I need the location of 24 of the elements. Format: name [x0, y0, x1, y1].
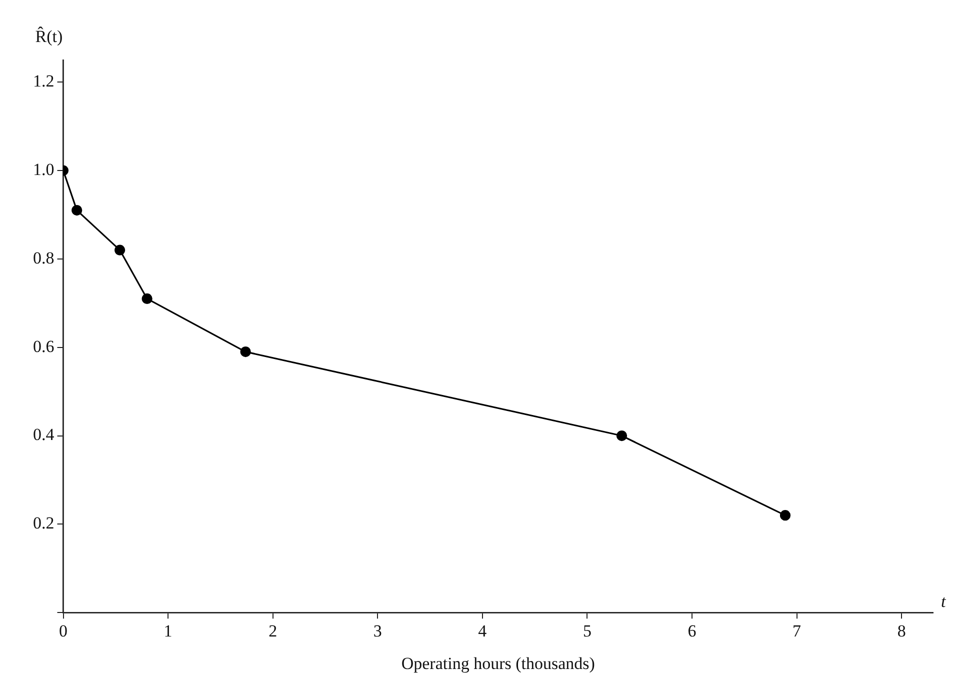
x-tick-label: 6	[688, 621, 696, 640]
point	[142, 293, 152, 304]
y-tick-label: 1.2	[33, 72, 54, 91]
x-axis-title: Operating hours (thousands)	[401, 654, 595, 673]
y-tick-label: 0.8	[33, 248, 54, 268]
y-tick-label: 0.4	[33, 425, 55, 444]
point	[780, 510, 791, 521]
point	[72, 205, 82, 216]
y-tick-label: 0.2	[33, 514, 54, 533]
x-tick-label: 8	[897, 621, 906, 640]
point	[616, 430, 628, 442]
y-tick-label: 1.0	[33, 160, 54, 179]
x-tick-label: 0	[59, 621, 68, 640]
text: t	[941, 592, 947, 612]
x-tick-label: 4	[478, 621, 488, 640]
x-tick-label: 2	[268, 621, 278, 640]
x-tick-label: 1	[164, 621, 172, 640]
y-tick-label: 0.6	[33, 336, 54, 356]
x-tick-label: 5	[582, 621, 592, 640]
point	[114, 244, 126, 256]
x-tick-label: 3	[373, 621, 382, 640]
point	[240, 346, 251, 358]
x-tick-label: 7	[792, 621, 802, 640]
y-axis-title: R̂(t)	[35, 26, 63, 46]
